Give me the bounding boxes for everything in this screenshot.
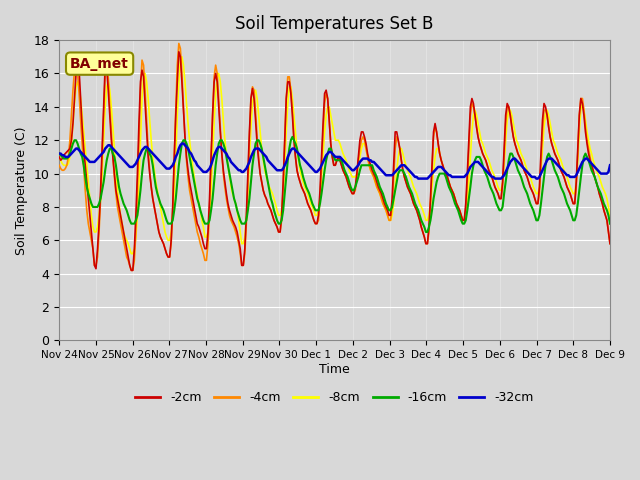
Y-axis label: Soil Temperature (C): Soil Temperature (C) xyxy=(15,126,28,254)
X-axis label: Time: Time xyxy=(319,363,350,376)
Legend: -2cm, -4cm, -8cm, -16cm, -32cm: -2cm, -4cm, -8cm, -16cm, -32cm xyxy=(131,386,539,409)
Text: BA_met: BA_met xyxy=(70,57,129,71)
Title: Soil Temperatures Set B: Soil Temperatures Set B xyxy=(236,15,434,33)
